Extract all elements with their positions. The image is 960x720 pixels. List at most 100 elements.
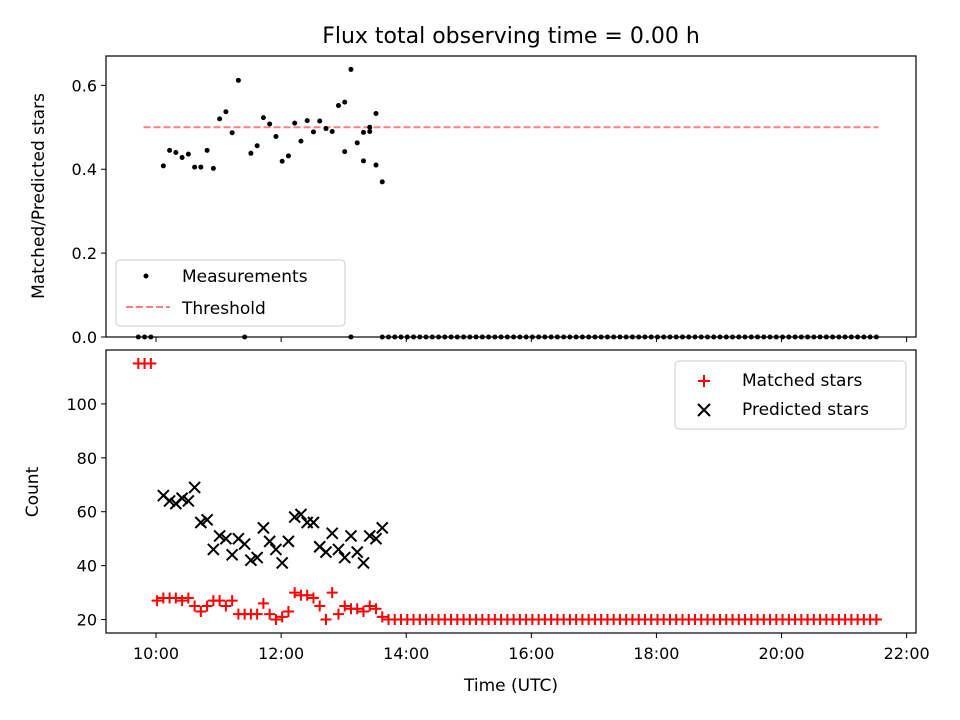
predicted-star-point [351, 545, 364, 559]
measurement-point [267, 121, 273, 127]
matched-star-point [201, 600, 213, 612]
predicted-star-point [307, 516, 320, 529]
matched-star-point [270, 614, 282, 626]
matched-star-point [332, 608, 344, 620]
predicted-star-point [288, 510, 301, 524]
x-axis-label: Time (UTC) [463, 676, 558, 696]
measurement-point [185, 151, 191, 157]
measurement-point [167, 147, 173, 153]
measurement-point [323, 126, 329, 132]
top-y-tick-label: 0.2 [72, 244, 97, 263]
matched-star-point [257, 597, 269, 609]
predicted-star-point [194, 516, 208, 529]
measurement-point [260, 115, 266, 121]
bottom-x-tick-label: 22:00 [884, 644, 930, 663]
matched-star-point [320, 614, 332, 626]
bottom-panel: 20 40 60 80 100 10:00 12:00 14:00 16:00 18:00 20:… [23, 349, 930, 696]
top-y-axis-label: Matched/Predicted stars [29, 93, 49, 299]
bottom-x-tick-label: 10:00 [133, 644, 179, 663]
bottom-y-tick-label: 80 [77, 449, 97, 468]
measurement-point [342, 99, 348, 105]
top-x-ticks [155, 337, 908, 342]
bottom-x-tick-label: 20:00 [758, 644, 804, 663]
matched-star-point [870, 614, 882, 626]
bottom-x-tick-label: 14:00 [383, 644, 429, 663]
predicted-star-point [250, 551, 264, 564]
predicted-star-point [326, 527, 339, 540]
measurement-point [210, 165, 216, 171]
top-y-ticks: 0.0 0.2 0.4 0.6 [72, 76, 106, 347]
measurement-point [279, 158, 285, 164]
measurement-point [223, 109, 229, 115]
predicted-star-point [213, 529, 226, 543]
measurement-point [373, 162, 379, 168]
predicted-star-point [269, 543, 283, 556]
measurement-point [304, 118, 310, 124]
matched-star-point [314, 600, 326, 612]
bottom-y-tick-label: 20 [77, 611, 97, 630]
top-y-tick-label: 0.6 [72, 76, 97, 95]
matched-star-point [364, 600, 376, 612]
predicted-star-point [188, 481, 201, 494]
measurement-point [204, 147, 210, 153]
top-y-tick-label: 0.0 [72, 328, 97, 347]
matched-star-point [326, 587, 338, 599]
matched-star-point [182, 592, 194, 604]
predicted-star-point [369, 532, 383, 545]
matched-star-point [351, 603, 363, 615]
predicted-star-point [263, 535, 276, 548]
bottom-y-tick-label: 60 [77, 503, 97, 522]
matched-star-point [170, 592, 182, 604]
legend-predicted-label: Predicted stars [742, 400, 869, 420]
measurement-point [235, 77, 241, 83]
matched-star-point [339, 600, 351, 612]
matched-star-point [376, 611, 388, 623]
top-legend: Measurements Threshold [115, 259, 346, 327]
measurement-point [348, 66, 354, 72]
matched-star-point [226, 595, 238, 607]
bottom-x-tick-label: 18:00 [633, 644, 679, 663]
bottom-legend: Matched stars Predicted stars [674, 360, 907, 430]
matched-star-point [301, 589, 313, 601]
predicted-star-point [238, 537, 251, 551]
legend-measurements-marker [143, 273, 149, 279]
matched-star-point [176, 595, 188, 607]
bottom-y-ticks: 20 40 60 80 100 [66, 395, 106, 630]
measurement-point [335, 102, 341, 108]
measurement-point [367, 124, 373, 130]
matched-star-point [195, 605, 207, 617]
measurement-point [310, 129, 316, 135]
measurement-point [292, 120, 298, 126]
bottom-x-tick-label: 16:00 [508, 644, 554, 663]
legend-predicted-marker [697, 403, 711, 417]
matched-star-point [370, 603, 382, 615]
measurement-point [198, 164, 204, 170]
matched-star-point [307, 592, 319, 604]
measurement-point [354, 140, 360, 146]
bottom-x-tick-label: 12:00 [258, 644, 304, 663]
predicted-star-point [163, 494, 176, 508]
measurement-point [217, 116, 223, 122]
measurement-point [342, 149, 348, 155]
measurement-point [179, 154, 185, 160]
measurement-point [379, 179, 385, 185]
legend-matched-label: Matched stars [742, 371, 862, 391]
matched-star-point [214, 595, 226, 607]
matched-star-point [251, 608, 263, 620]
predicted-star-point [244, 554, 258, 567]
predicted-star-point [257, 521, 270, 535]
legend-measurements-label: Measurements [182, 267, 308, 287]
predicted-star-point [182, 494, 195, 508]
matched-star-point [151, 595, 163, 607]
predicted-star-point [344, 529, 358, 543]
measurement-point [192, 164, 198, 170]
bottom-y-tick-label: 40 [77, 557, 97, 576]
predicted-star-point [200, 513, 214, 527]
predicted-star-point [207, 543, 220, 556]
measurement-point [317, 118, 323, 124]
matched-star-point [220, 600, 232, 612]
matched-star-point [264, 608, 276, 620]
matched-star-point [145, 357, 157, 369]
measurement-point [360, 129, 366, 135]
